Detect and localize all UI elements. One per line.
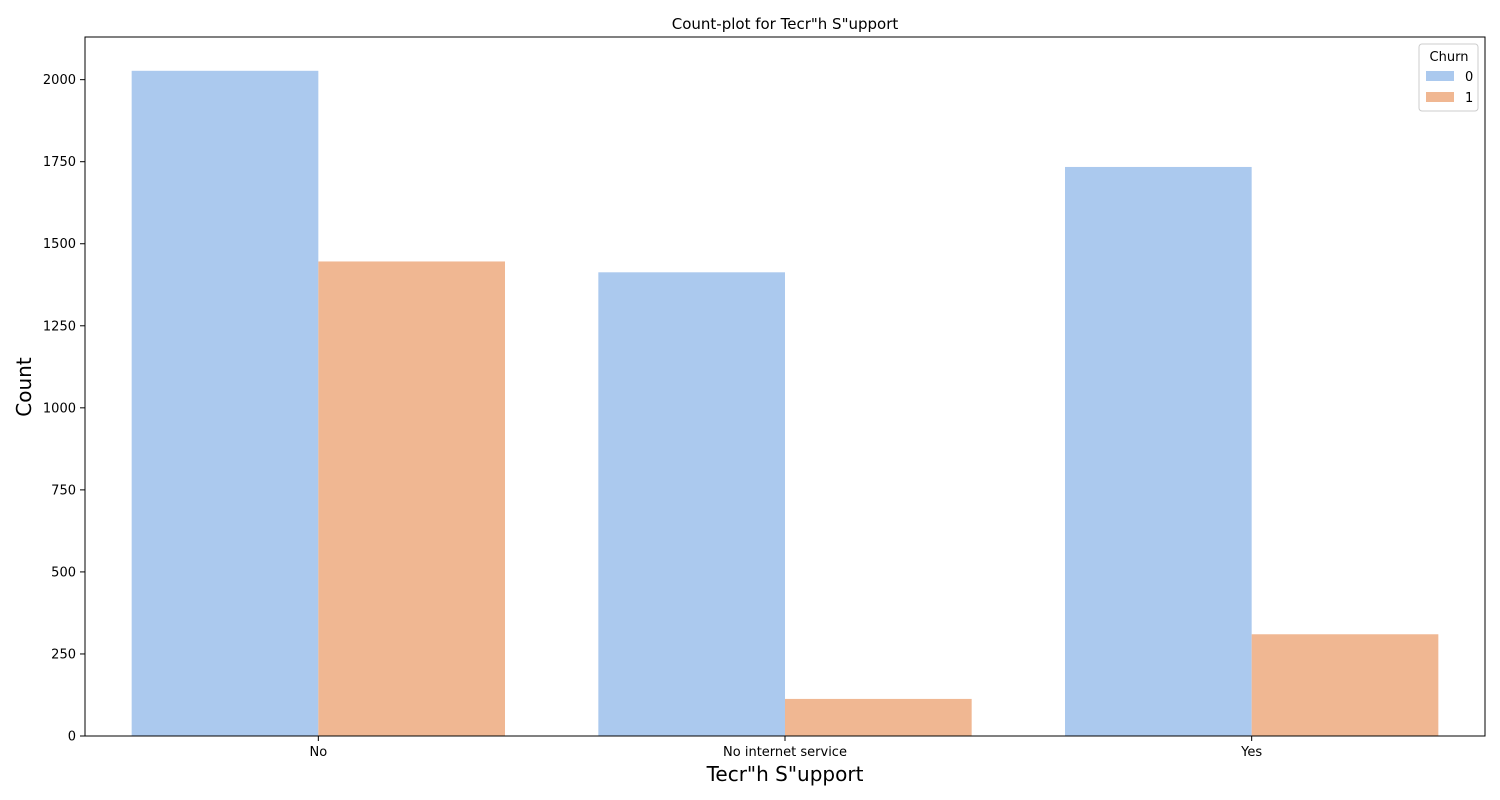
legend: Churn 01 <box>1418 43 1479 112</box>
legend-label-0: 0 <box>1465 70 1473 85</box>
legend-entries: 01 <box>1426 70 1473 106</box>
y-tick-label: 1000 <box>43 401 76 416</box>
y-axis-label: Count <box>12 357 36 417</box>
bar-no-internet-service-churn-0 <box>598 272 785 736</box>
bar-yes-churn-1 <box>1251 634 1439 736</box>
legend-swatch-0 <box>1426 71 1454 81</box>
y-tick-label: 0 <box>68 730 76 745</box>
y-tick-label: 250 <box>51 647 76 662</box>
x-axis-label: Tecr"h S"upport <box>706 762 864 786</box>
y-tick-label: 1250 <box>43 319 76 334</box>
y-tick-label: 1500 <box>43 237 76 252</box>
bar-no-internet-service-churn-1 <box>785 698 972 736</box>
legend-title: Churn <box>1430 50 1469 65</box>
bar-no-churn-0 <box>131 70 319 737</box>
y-tick-label: 1750 <box>43 155 76 170</box>
legend-swatch-1 <box>1426 92 1454 102</box>
chart-title: Count-plot for Tecr"h S"upport <box>672 15 899 33</box>
y-tick-label: 750 <box>51 483 76 498</box>
x-tick-label: No <box>309 745 327 760</box>
x-tick-label: No internet service <box>723 745 847 760</box>
x-tick-label: Yes <box>1240 745 1262 760</box>
bar-no-churn-1 <box>318 261 505 736</box>
legend-label-1: 1 <box>1465 91 1473 106</box>
bar-yes-churn-0 <box>1065 166 1252 736</box>
y-tick-label: 500 <box>51 565 76 580</box>
bars <box>131 70 1439 737</box>
axis-ticks: No No internet service Yes 0 250 500 750 1000 12… <box>43 73 1262 760</box>
y-tick-label: 2000 <box>43 73 76 88</box>
